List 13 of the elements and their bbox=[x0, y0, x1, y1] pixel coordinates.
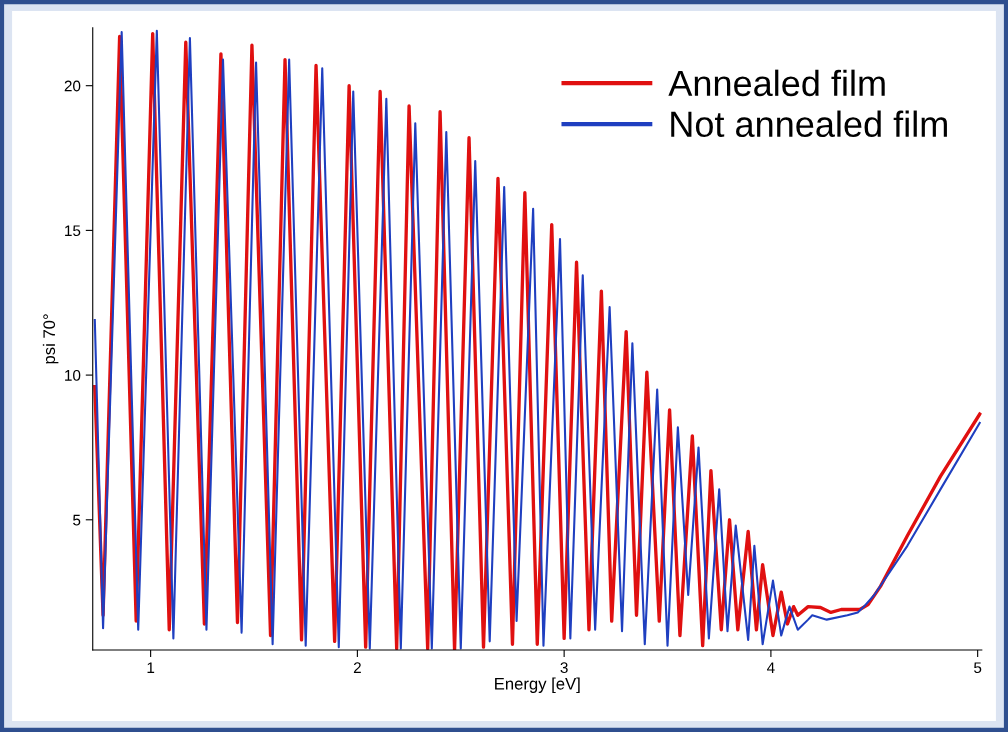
x-tick-label: 3 bbox=[560, 662, 568, 674]
x-tick-label: 5 bbox=[974, 662, 982, 674]
y-tick-label: 10 bbox=[65, 369, 81, 381]
x-axis-title: Energy [eV] bbox=[495, 677, 580, 693]
legend-label: Not annealed film bbox=[671, 110, 947, 138]
legend-label: Annealed film bbox=[668, 69, 885, 97]
x-tick-label: 2 bbox=[353, 662, 361, 673]
x-tick-label: 4 bbox=[767, 662, 775, 673]
y-tick-label: 5 bbox=[73, 514, 81, 526]
y-tick-label: 15 bbox=[65, 225, 81, 237]
y-axis-title: psi 70° bbox=[42, 314, 59, 364]
x-tick-label: 1 bbox=[147, 662, 155, 673]
y-tick-label: 20 bbox=[64, 80, 81, 92]
